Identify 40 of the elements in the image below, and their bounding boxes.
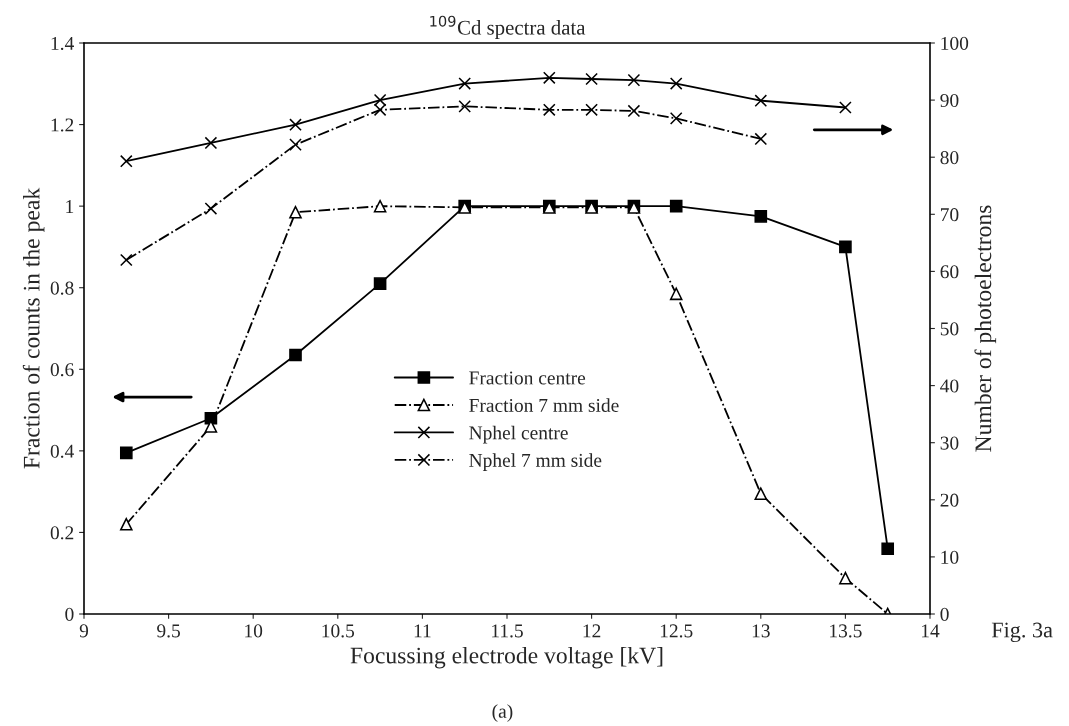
y-axis-title: Fraction of counts in the peak — [22, 187, 45, 469]
x-tick-label: 13.5 — [830, 624, 862, 638]
y2-tick-label: 60 — [940, 265, 959, 279]
y2-tick-label: 30 — [940, 436, 959, 450]
x-tick-label: 12 — [583, 624, 601, 638]
y2-tick-label: 40 — [940, 379, 959, 393]
y-tick-label: 0.2 — [50, 526, 74, 540]
caption: Fig. 3a — [991, 622, 1053, 643]
x-tick-label: 11.5 — [492, 624, 523, 638]
x-tick-label: 9.5 — [157, 624, 180, 638]
legend-label: Nphel 7 mm side — [469, 453, 602, 471]
y-tick-label: 1 — [66, 200, 74, 213]
y2-tick-label: 70 — [941, 208, 959, 222]
y2-tick-label: 80 — [940, 151, 959, 165]
y-tick-label: 1.2 — [51, 118, 74, 132]
x-tick-label: 12.5 — [660, 624, 693, 638]
chart-title: $^{109}$Cd spectra data — [430, 15, 586, 39]
text: (a) — [492, 704, 513, 722]
x-tick-label: 14 — [921, 624, 940, 638]
legend-label: Fraction 7 mm side — [469, 398, 619, 412]
y2-tick-label: 90 — [940, 93, 959, 108]
legend-label: Fraction centre — [469, 371, 586, 385]
y-tick-label: 0.4 — [50, 444, 74, 458]
legend-label: Nphel centre — [469, 425, 568, 444]
y2-tick-label: 50 — [940, 322, 959, 336]
y2-tick-label: 20 — [940, 493, 959, 507]
y2-axis-title: Number of photoelectrons — [974, 205, 997, 452]
y-tick-label: 0 — [65, 607, 74, 621]
x-tick-label: 11 — [414, 624, 431, 638]
y-tick-label: 0.8 — [50, 281, 74, 295]
y-tick-label: 0.6 — [50, 363, 74, 377]
x-tick-label: 9 — [79, 624, 89, 638]
y2-tick-label: 10 — [941, 550, 959, 564]
x-tick-label: 13 — [752, 624, 770, 638]
y2-tick-label: 100 — [941, 36, 969, 50]
y2-tick-label: 0 — [940, 607, 949, 621]
x-axis-title: Focussing electrode voltage [kV] — [350, 646, 663, 669]
y-tick-label: 1.4 — [51, 36, 74, 51]
x-tick-label: 10.5 — [322, 624, 355, 638]
x-tick-label: 10 — [245, 624, 263, 638]
